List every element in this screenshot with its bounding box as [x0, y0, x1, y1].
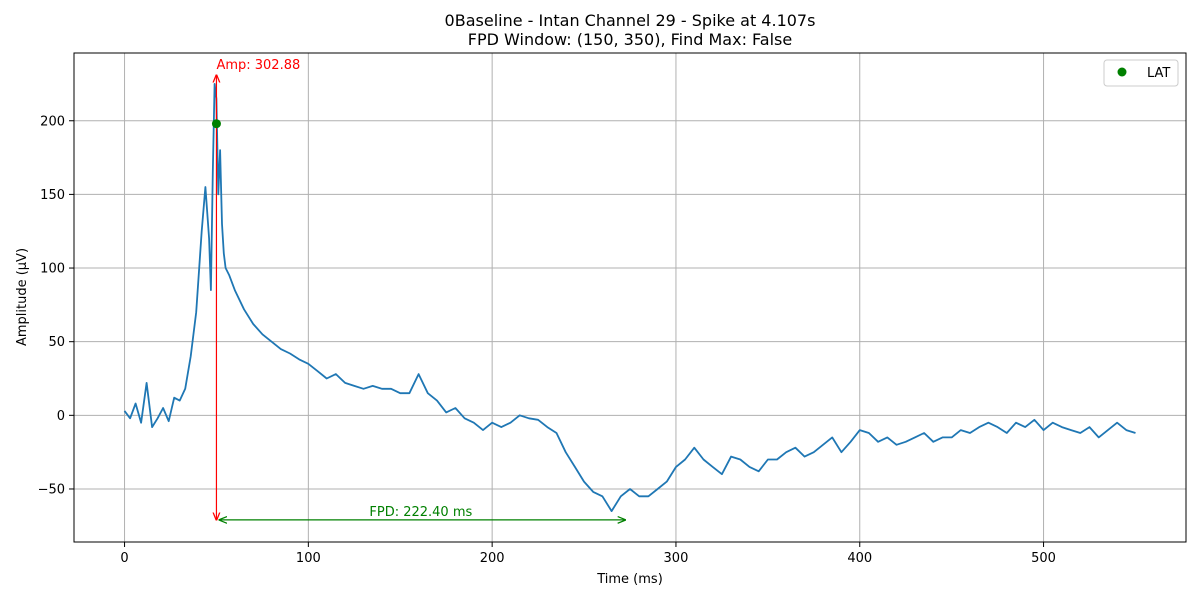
- chart-title-line1: 0Baseline - Intan Channel 29 - Spike at …: [445, 11, 816, 30]
- x-axis-label: Time (ms): [596, 572, 663, 587]
- x-tick-label: 500: [1031, 551, 1056, 566]
- y-axis-label: Amplitude (μV): [15, 248, 30, 346]
- legend: LAT: [1103, 59, 1179, 87]
- legend-marker: [1117, 67, 1127, 77]
- y-tick-label: 100: [40, 262, 65, 277]
- x-tick-label: 400: [847, 551, 872, 566]
- plot-frame: [73, 52, 1187, 543]
- amp-label: Amp: 302.88: [216, 58, 300, 73]
- x-tick-label: 0: [120, 551, 128, 566]
- y-tick-label: 150: [40, 188, 65, 203]
- x-tick-label: 100: [296, 551, 321, 566]
- y-tick-label: 50: [48, 335, 65, 350]
- x-tick-label: 300: [664, 551, 689, 566]
- x-tick-label: 200: [480, 551, 505, 566]
- legend-label: LAT: [1147, 66, 1170, 81]
- y-tick-label: 200: [40, 114, 65, 129]
- axis-ticks: 0 100 200 300 400 500 −50 0 50 100 150 200: [38, 114, 1056, 566]
- fpd-label: FPD: 222.40 ms: [369, 505, 472, 520]
- signal-line: [123, 83, 1136, 512]
- y-tick-label: 0: [57, 409, 65, 424]
- grid-lines: [74, 53, 1186, 542]
- chart-title-line2: FPD Window: (150, 350), Find Max: False: [468, 30, 792, 49]
- lat-point: [211, 119, 221, 129]
- y-tick-label: −50: [38, 482, 65, 497]
